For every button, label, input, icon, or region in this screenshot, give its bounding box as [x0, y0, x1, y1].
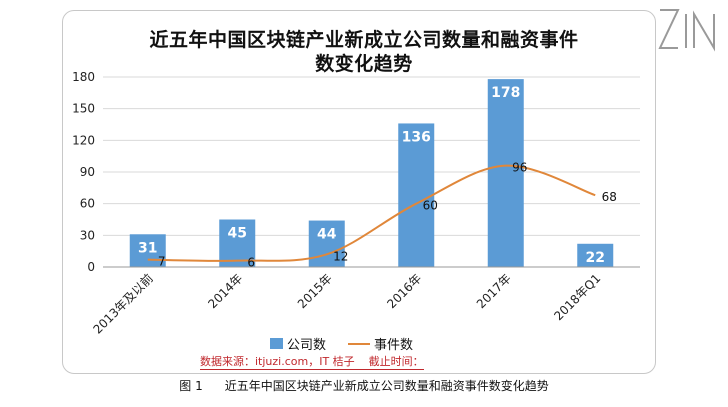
legend-swatch-line — [348, 342, 371, 345]
legend-label-line: 事件数 — [374, 338, 414, 353]
bar — [577, 243, 614, 267]
y-tick-label: 150 — [72, 102, 95, 116]
y-tick-label: 90 — [80, 165, 95, 179]
bar — [219, 219, 256, 267]
x-tick-label: 2016年 — [384, 271, 424, 311]
y-tick-label: 60 — [80, 197, 95, 211]
x-tick-label: 2017年 — [474, 271, 514, 311]
chart-frame — [62, 10, 656, 374]
legend-swatch-bars — [270, 338, 283, 349]
bar-value-label: 136 — [402, 129, 431, 145]
line-value-label: 96 — [512, 161, 527, 175]
bar-value-label: 22 — [586, 250, 605, 266]
y-tick-label: 180 — [72, 70, 95, 84]
bar — [398, 123, 435, 267]
x-tick-label: 2015年 — [295, 271, 335, 311]
line-series — [147, 164, 596, 262]
bar — [487, 79, 524, 267]
figure-number: 图 1 — [179, 379, 203, 393]
legend-label-bars: 公司数 — [287, 338, 327, 353]
y-tick-label: 0 — [87, 260, 95, 274]
zn-logo-watermark — [658, 9, 715, 52]
x-tick-label: 2014年 — [205, 271, 245, 311]
chart-title-line-1: 近五年中国区块链产业新成立公司数量和融资事件 — [149, 29, 579, 51]
line-value-label: 7 — [158, 255, 166, 269]
bar — [308, 220, 345, 267]
line-value-label: 68 — [602, 190, 617, 204]
bar-value-label: 178 — [491, 85, 520, 101]
line-value-label: 12 — [333, 249, 348, 263]
line-value-label: 60 — [423, 199, 438, 213]
bar-value-label: 31 — [138, 240, 157, 256]
figure-caption-text: 近五年中国区块链产业新成立公司数量和融资事件数变化趋势 — [224, 379, 549, 393]
x-tick-label: 2018年Q1 — [551, 271, 603, 323]
y-tick-label: 30 — [80, 228, 95, 242]
y-tick-label: 120 — [72, 133, 95, 147]
data-source-note: 数据来源：itjuzi.com，IT 桔子 截止时间： — [200, 355, 424, 370]
bar-value-label: 44 — [317, 227, 337, 243]
x-tick-label: 2013年及以前 — [90, 271, 156, 337]
bar-value-label: 45 — [228, 226, 247, 242]
chart-title-line-2: 数变化趋势 — [315, 53, 413, 75]
chart-legend: 公司数 事件数 — [270, 334, 413, 353]
line-value-label: 6 — [247, 256, 255, 270]
figure-caption: 图 1 近五年中国区块链产业新成立公司数量和融资事件数变化趋势 — [0, 377, 728, 394]
bar — [129, 234, 166, 267]
